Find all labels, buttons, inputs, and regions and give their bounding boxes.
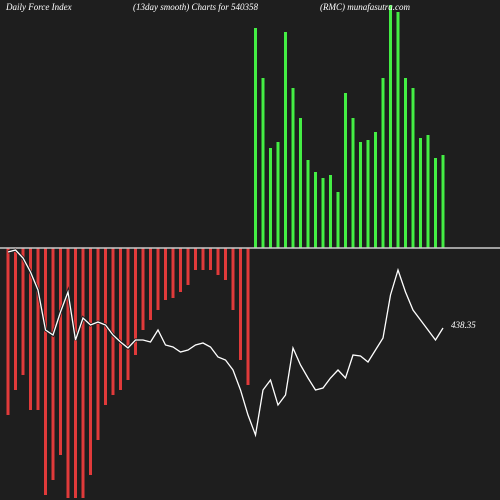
bar: [111, 248, 115, 395]
bar: [411, 88, 415, 248]
bar: [81, 248, 85, 498]
bar: [314, 172, 317, 248]
bar: [441, 155, 445, 248]
bar: [149, 248, 152, 320]
bar: [299, 118, 302, 248]
bar: [246, 248, 250, 385]
bar: [426, 135, 430, 248]
bar: [171, 248, 175, 298]
bar: [134, 248, 137, 355]
bar: [434, 158, 437, 248]
bar: [306, 160, 310, 248]
bar: [284, 32, 287, 248]
bar: [74, 248, 77, 498]
bar: [254, 28, 257, 248]
bar: [126, 248, 130, 380]
bar: [351, 118, 355, 248]
bar: [366, 140, 370, 248]
bar: [44, 248, 47, 495]
bar: [51, 248, 55, 480]
bar: [29, 248, 32, 410]
bar: [224, 248, 227, 280]
bar: [374, 132, 377, 248]
bar: [59, 248, 62, 455]
bar: [359, 142, 362, 248]
chart-title: Daily Force Index: [5, 2, 72, 12]
bar: [164, 248, 167, 300]
bar: [261, 78, 265, 248]
bar: [36, 248, 40, 410]
price-line: [7, 249, 444, 438]
bar: [141, 248, 145, 330]
bar: [419, 138, 422, 248]
bar: [119, 248, 122, 390]
bar: [96, 248, 100, 440]
bar: [381, 78, 385, 248]
chart-subtitle: (13day smooth) Charts for 540358: [133, 2, 259, 12]
chart-source: (RMC) munafasutra.com: [320, 2, 410, 12]
bar: [156, 248, 160, 310]
last-price-label: 438.35: [451, 320, 476, 330]
bar: [344, 93, 347, 248]
bar: [14, 248, 17, 390]
bar: [291, 88, 295, 248]
bar: [336, 192, 340, 248]
bar: [201, 248, 205, 270]
bar: [404, 78, 407, 248]
bar: [276, 142, 280, 248]
bar: [231, 248, 235, 310]
bar: [329, 175, 332, 248]
bar: [186, 248, 190, 285]
bar: [194, 248, 197, 270]
bar: [6, 248, 10, 415]
bar: [396, 12, 400, 248]
bar: [89, 248, 92, 475]
bar: [209, 248, 212, 270]
bar: [269, 148, 272, 248]
bar: [66, 248, 70, 498]
bar: [21, 248, 25, 375]
bar: [179, 248, 182, 292]
bar: [239, 248, 242, 360]
bar: [216, 248, 220, 275]
bar: [389, 5, 392, 248]
plot: 438.35: [0, 5, 500, 498]
bar: [321, 178, 325, 248]
